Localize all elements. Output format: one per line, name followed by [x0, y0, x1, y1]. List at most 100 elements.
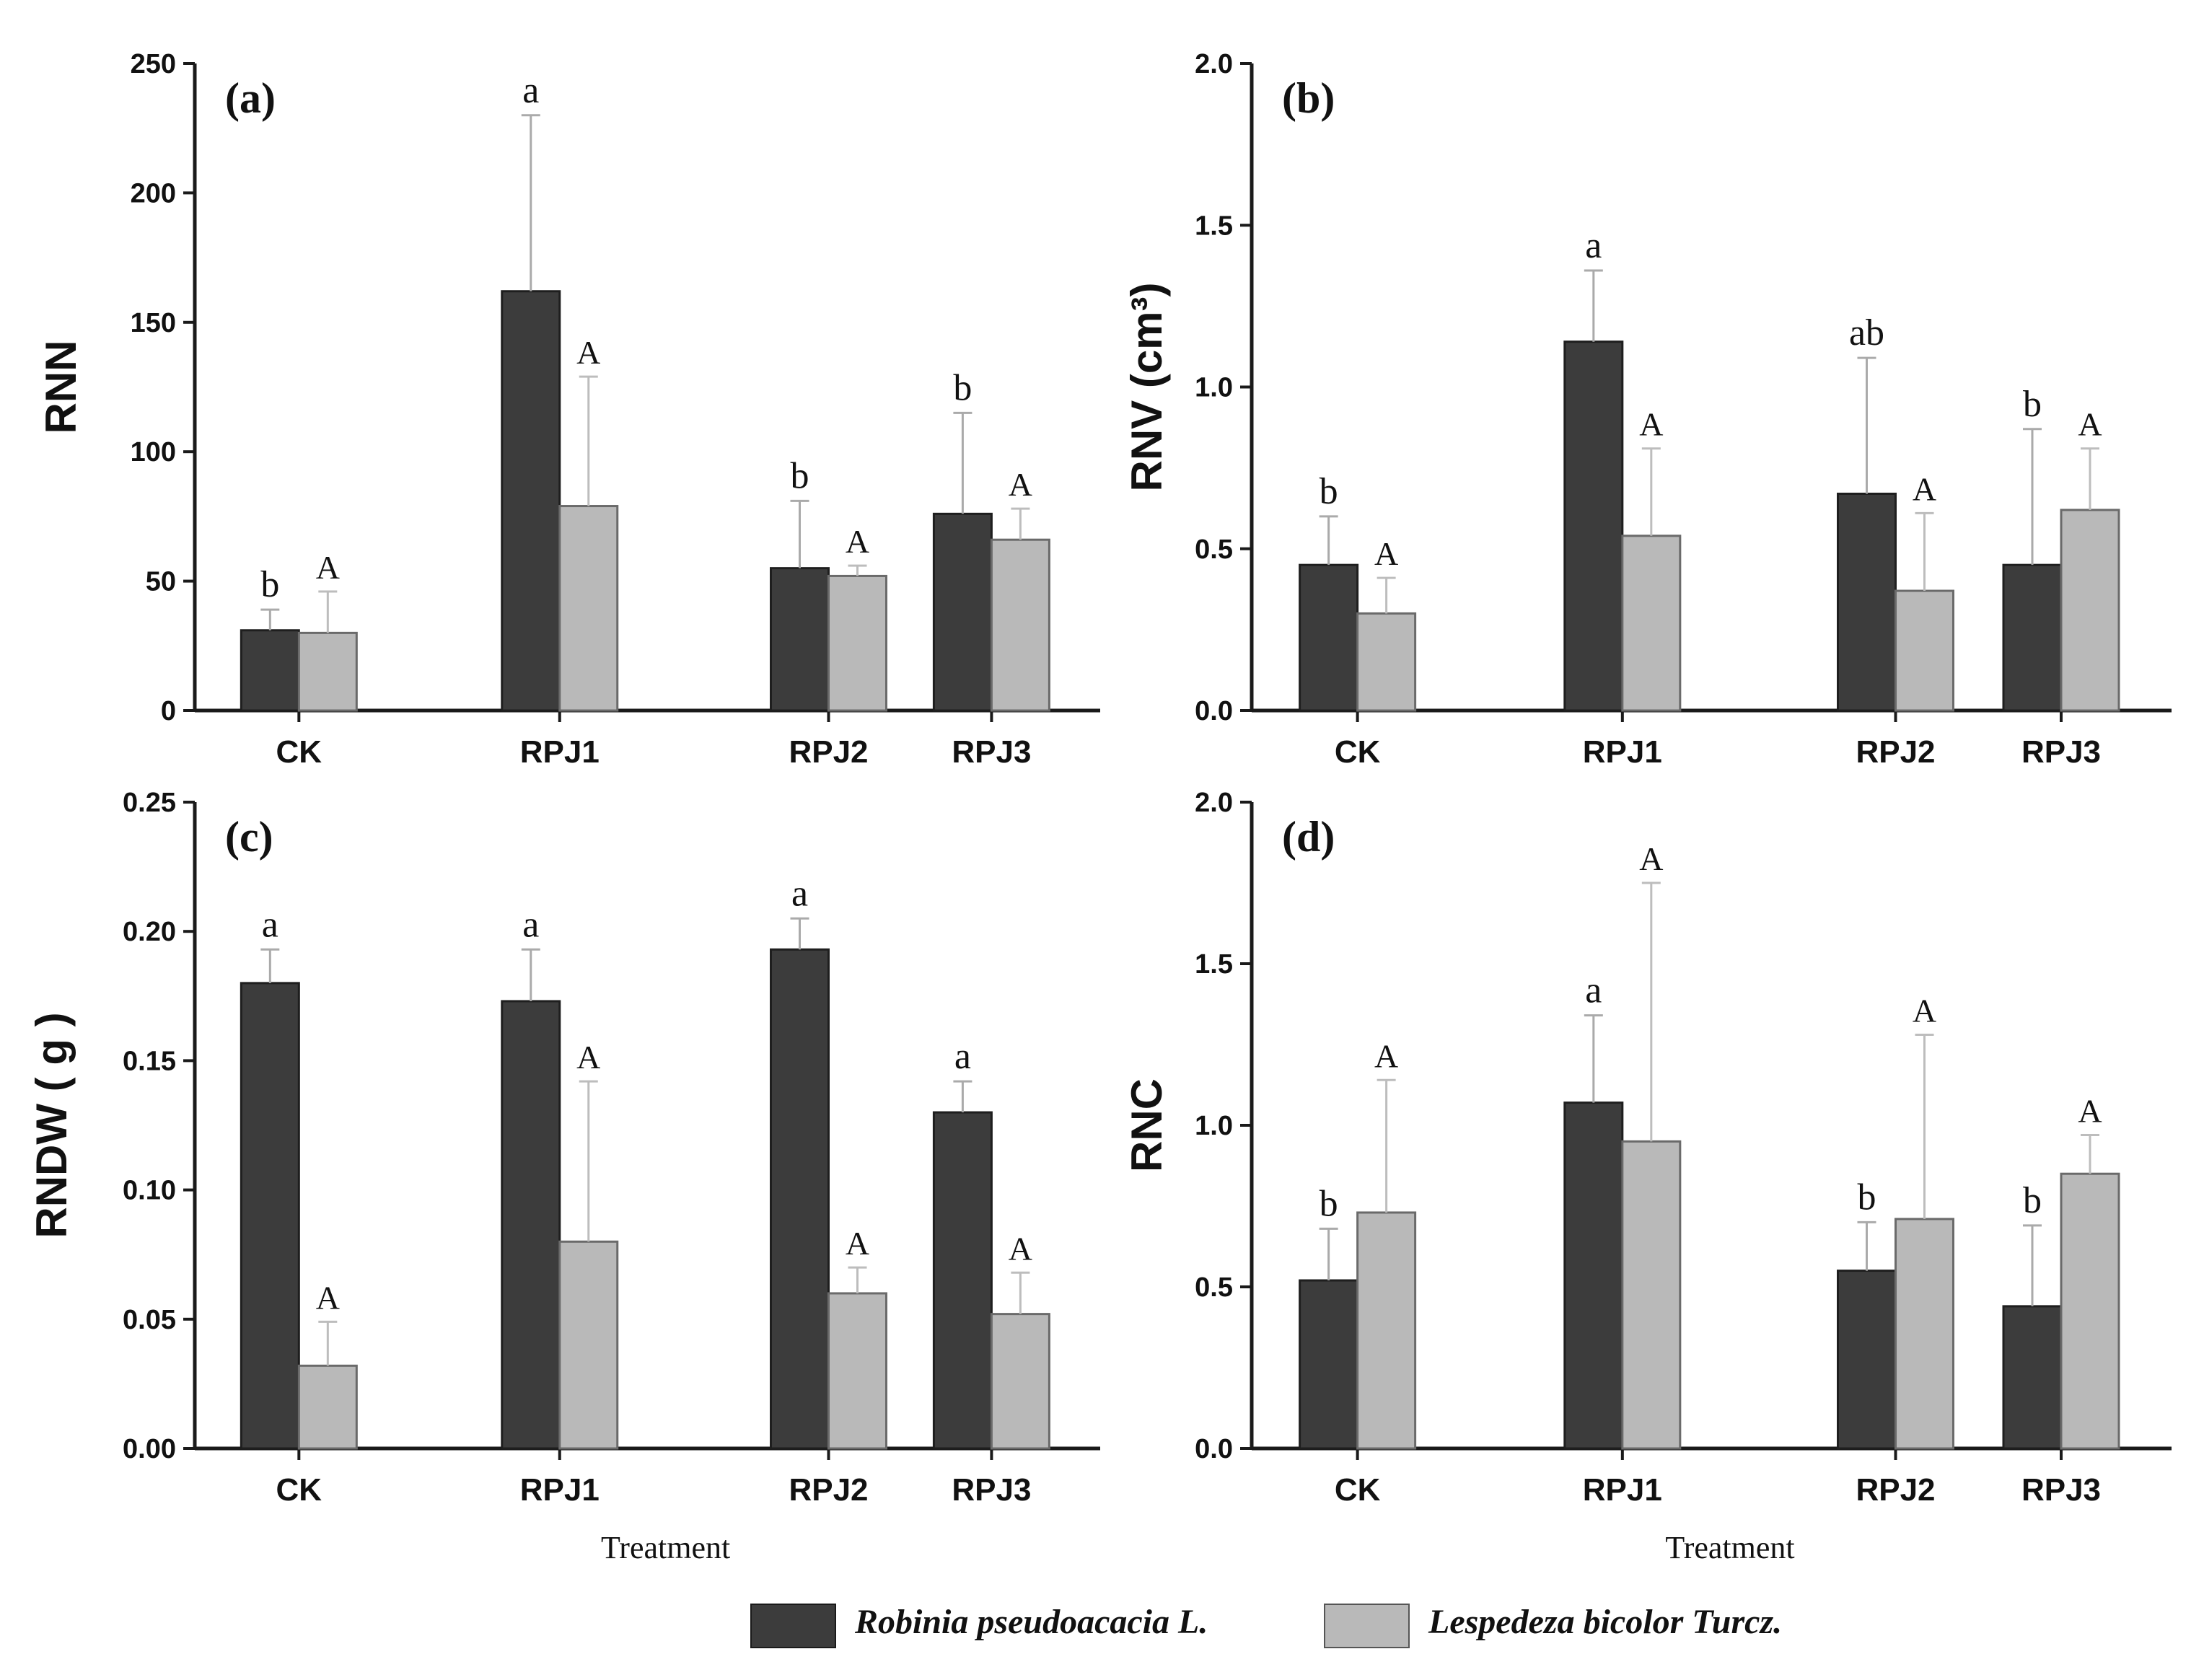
panel-a-significance-letter: A — [846, 523, 869, 560]
panel-b-bar-robinia — [1837, 493, 1897, 712]
panel-b-bar-lespedeza — [2060, 509, 2120, 712]
panel-c-significance-letter: a — [262, 904, 278, 945]
legend: Robinia pseudoacacia L. Lespedeza bicolo… — [750, 1598, 1905, 1670]
panel-a-y-tick-label: 100 — [131, 437, 176, 467]
panel-d-y-tick-label: 0.0 — [1195, 1434, 1233, 1464]
panel-d-significance-letter: b — [2023, 1180, 2042, 1221]
panel-a-bar-lespedeza — [558, 505, 619, 712]
panel-c-significance-letter: A — [576, 1039, 600, 1076]
panel-b-x-tick-label: RPJ3 — [2021, 734, 2101, 770]
panel-b-y-tick-label: 0.0 — [1195, 696, 1233, 726]
panel-c-significance-letter: a — [954, 1036, 971, 1077]
panel-b-significance-letter: A — [1374, 535, 1398, 572]
panel-d-x-tick-label: CK — [1335, 1472, 1381, 1508]
legend-swatch-lespedeza — [1324, 1604, 1410, 1648]
panel-d-significance-letter: A — [1913, 993, 1936, 1029]
panel-b-bar-robinia — [1299, 563, 1359, 712]
panel-d-y-tick-label: 0.5 — [1195, 1272, 1233, 1303]
panel-a-y-tick-label: 50 — [146, 567, 176, 597]
panel-d-y-tick-label: 1.5 — [1195, 949, 1233, 980]
panel-d-significance-letter: A — [1639, 840, 1663, 877]
panel-d-y-tick-label: 2.0 — [1195, 788, 1233, 818]
panel-b-bar-lespedeza — [1895, 589, 1954, 712]
panel-c-significance-letter: A — [846, 1225, 869, 1262]
panel-b-significance-letter: A — [1639, 406, 1663, 443]
panel-d-y-axis-label: RNC — [1123, 1078, 1171, 1172]
panel-d-bar-robinia — [1837, 1270, 1897, 1450]
panel-d-y-tick-label: 1.0 — [1195, 1111, 1233, 1141]
panel-c-y-tick-label: 0.10 — [123, 1176, 176, 1206]
panel-c-bar-robinia — [501, 1000, 561, 1450]
panel-a-significance-letter: a — [522, 70, 539, 111]
panel-c-significance-letter: a — [791, 873, 808, 914]
panel-a-x-tick-label: RPJ3 — [952, 734, 1031, 770]
panel-b-panel-label: (b) — [1282, 74, 1335, 122]
panel-c-y-tick-label: 0.25 — [123, 788, 176, 818]
panel-c-significance-letter: A — [316, 1279, 340, 1316]
panel-c-panel-label: (c) — [225, 813, 273, 861]
panel-a-bar-robinia — [240, 629, 300, 712]
panel-a-y-tick-label: 0 — [161, 696, 176, 726]
panel-d-bar-lespedeza — [2060, 1172, 2120, 1450]
panel-d-significance-letter: a — [1585, 970, 1602, 1011]
panel-c-y-tick-label: 0.05 — [123, 1305, 176, 1335]
panel-c-bar-robinia — [240, 982, 300, 1450]
panel-b-x-tick-label: CK — [1335, 734, 1381, 770]
panel-c-x-tick-label: RPJ1 — [520, 1472, 600, 1508]
panel-d-bar-lespedeza — [1356, 1211, 1417, 1450]
panel-a-bar-robinia — [770, 567, 830, 712]
panel-a-y-tick-label: 150 — [131, 308, 176, 338]
panel-a-panel-label: (a) — [225, 74, 276, 122]
panel-d-bar-lespedeza — [1895, 1218, 1954, 1450]
panel-a-bar-lespedeza — [990, 538, 1050, 712]
panel-b-significance-letter: A — [2078, 406, 2102, 443]
panel-b-x-tick-label: RPJ1 — [1583, 734, 1662, 770]
panel-a-significance-letter: A — [316, 549, 340, 586]
panel-a-x-tick-label: CK — [276, 734, 322, 770]
panel-d-bar-robinia — [2002, 1305, 2063, 1450]
panel-d-significance-letter: A — [1374, 1037, 1398, 1074]
panel-b-y-tick-label: 1.0 — [1195, 373, 1233, 403]
panel-c-bar-lespedeza — [297, 1364, 358, 1450]
panel-b-significance-letter: a — [1585, 225, 1602, 266]
panel-c-y-tick-label: 0.00 — [123, 1434, 176, 1464]
panel-a-significance-letter: A — [1009, 466, 1032, 503]
panel-c-y-tick-label: 0.15 — [123, 1046, 176, 1076]
panel-c-y-tick-label: 0.20 — [123, 917, 176, 947]
panel-b-y-tick-label: 0.5 — [1195, 535, 1233, 565]
panel-c-y-axis-label: RNDW ( g ) — [27, 1012, 76, 1238]
panel-c-x-tick-label: RPJ3 — [952, 1472, 1031, 1508]
panel-b-bar-lespedeza — [1356, 612, 1417, 712]
panel-d-x-axis-label: Treatment — [1665, 1530, 1794, 1565]
panel-b-y-tick-label: 1.5 — [1195, 211, 1233, 241]
panel-d-bar-robinia — [1563, 1101, 1624, 1450]
panel-b-significance-letter: ab — [1849, 312, 1884, 353]
panel-a-significance-letter: b — [791, 455, 809, 496]
panel-b-bar-robinia — [2002, 563, 2063, 712]
panel-d-panel-label: (d) — [1282, 813, 1335, 861]
panel-a-significance-letter: b — [953, 367, 972, 408]
panel-c-bar-robinia — [770, 948, 830, 1450]
legend-swatch-robinia — [750, 1604, 836, 1648]
panel-b-y-axis-label: RNV (cm³) — [1123, 282, 1171, 491]
panel-b-significance-letter: b — [1320, 471, 1338, 512]
panel-a-bar-lespedeza — [827, 574, 887, 712]
panel-d-x-tick-label: RPJ2 — [1856, 1472, 1935, 1508]
panel-a-y-tick-label: 200 — [131, 178, 176, 208]
panel-a-bar-robinia — [932, 512, 993, 712]
legend-label-robinia: Robinia pseudoacacia L. — [855, 1603, 1208, 1641]
panel-c-x-tick-label: CK — [276, 1472, 322, 1508]
panel-d-x-tick-label: RPJ1 — [1583, 1472, 1662, 1508]
panel-d-bar-lespedeza — [1621, 1140, 1682, 1450]
panel-c-bar-lespedeza — [990, 1313, 1050, 1450]
panel-a-y-tick-label: 250 — [131, 49, 176, 79]
panel-d-x-tick-label: RPJ3 — [2021, 1472, 2101, 1508]
panel-a-bar-lespedeza — [297, 631, 358, 712]
panel-b-bar-lespedeza — [1621, 535, 1682, 712]
panel-b-significance-letter: b — [2023, 384, 2042, 425]
panel-b-significance-letter: A — [1913, 470, 1936, 507]
panel-c-bar-lespedeza — [827, 1292, 887, 1450]
panel-c-significance-letter: A — [1009, 1230, 1032, 1267]
